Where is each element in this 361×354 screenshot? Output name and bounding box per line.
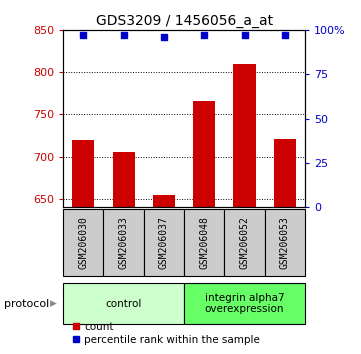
Point	[282, 33, 288, 38]
Bar	[113, 152, 135, 207]
Bar	[234, 64, 256, 207]
Bar	[63, 283, 184, 324]
Bar	[72, 140, 95, 207]
Bar	[184, 209, 225, 276]
Bar	[63, 209, 104, 276]
Point	[81, 33, 86, 38]
Bar	[144, 209, 184, 276]
Text: control: control	[105, 298, 142, 309]
Text: GSM206052: GSM206052	[240, 216, 249, 269]
Text: GSM206053: GSM206053	[280, 216, 290, 269]
Point	[161, 34, 167, 40]
Bar	[184, 283, 305, 324]
Bar	[225, 209, 265, 276]
Bar	[153, 195, 175, 207]
Point	[201, 33, 207, 38]
Point	[242, 33, 248, 38]
Legend: count, percentile rank within the sample: count, percentile rank within the sample	[68, 317, 264, 349]
Text: GSM206033: GSM206033	[119, 216, 129, 269]
Point	[121, 33, 126, 38]
Title: GDS3209 / 1456056_a_at: GDS3209 / 1456056_a_at	[96, 14, 273, 28]
Bar	[274, 139, 296, 207]
Bar	[193, 101, 216, 207]
Text: protocol: protocol	[4, 298, 49, 309]
Text: integrin alpha7
overexpression: integrin alpha7 overexpression	[205, 293, 284, 314]
Bar	[104, 209, 144, 276]
Text: GSM206030: GSM206030	[78, 216, 88, 269]
Text: GSM206048: GSM206048	[199, 216, 209, 269]
Text: GSM206037: GSM206037	[159, 216, 169, 269]
Bar	[265, 209, 305, 276]
